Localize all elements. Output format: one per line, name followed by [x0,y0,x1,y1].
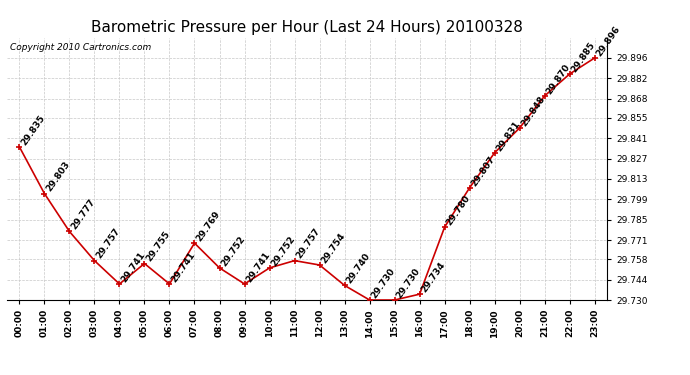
Text: Copyright 2010 Cartronics.com: Copyright 2010 Cartronics.com [10,43,151,52]
Text: 29.896: 29.896 [595,24,622,58]
Text: 29.730: 29.730 [370,266,397,300]
Text: 29.848: 29.848 [520,94,547,128]
Text: 29.835: 29.835 [19,113,47,147]
Text: 29.752: 29.752 [270,234,297,268]
Text: 29.807: 29.807 [470,154,497,188]
Text: 29.755: 29.755 [144,230,172,264]
Text: 29.780: 29.780 [444,194,472,227]
Text: 29.757: 29.757 [295,227,322,261]
Title: Barometric Pressure per Hour (Last 24 Hours) 20100328: Barometric Pressure per Hour (Last 24 Ho… [91,20,523,35]
Text: 29.730: 29.730 [395,266,422,300]
Text: 29.754: 29.754 [319,231,347,265]
Text: 29.741: 29.741 [244,250,272,284]
Text: 29.870: 29.870 [544,62,572,96]
Text: 29.752: 29.752 [219,234,247,268]
Text: 29.885: 29.885 [570,40,597,74]
Text: 29.803: 29.803 [44,160,72,194]
Text: 29.740: 29.740 [344,252,372,285]
Text: 29.741: 29.741 [119,250,147,284]
Text: 29.741: 29.741 [170,250,197,284]
Text: 29.831: 29.831 [495,119,522,153]
Text: 29.777: 29.777 [70,198,97,231]
Text: 29.757: 29.757 [95,227,122,261]
Text: 29.734: 29.734 [420,260,447,294]
Text: 29.769: 29.769 [195,209,222,243]
